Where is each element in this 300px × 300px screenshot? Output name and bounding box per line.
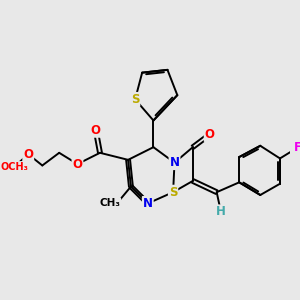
- Text: O: O: [73, 158, 82, 171]
- Text: F: F: [294, 141, 300, 154]
- Text: O: O: [205, 128, 215, 141]
- Text: N: N: [143, 197, 153, 210]
- Text: OCH₃: OCH₃: [0, 162, 28, 172]
- Text: O: O: [91, 124, 101, 137]
- Text: O: O: [23, 148, 33, 161]
- Text: N: N: [169, 156, 179, 169]
- Text: CH₃: CH₃: [99, 198, 120, 208]
- Text: S: S: [131, 93, 140, 106]
- Text: H: H: [216, 206, 226, 218]
- Text: S: S: [169, 186, 177, 199]
